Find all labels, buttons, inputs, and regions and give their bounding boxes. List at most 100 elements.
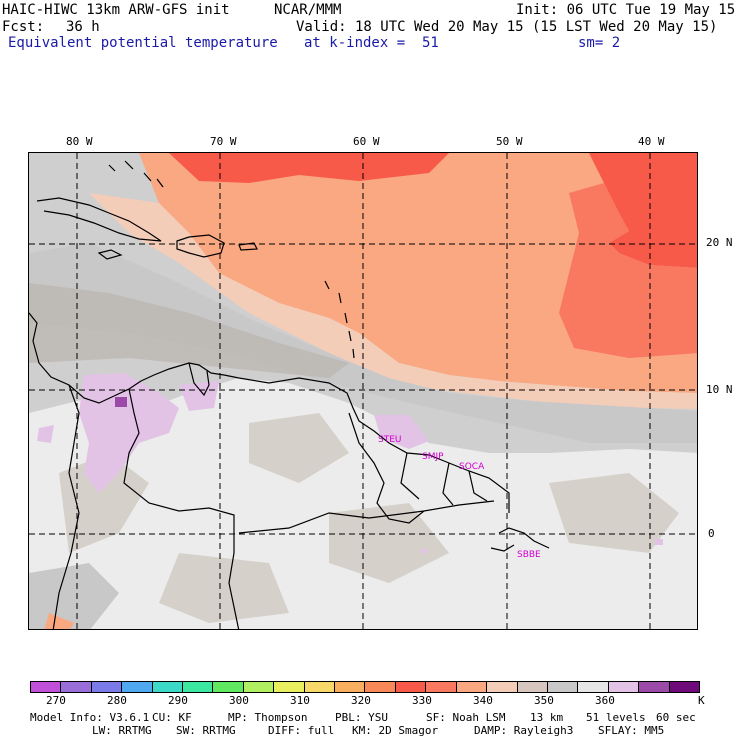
colorbar-swatch — [213, 682, 244, 692]
pbl-scheme: PBL: YSU — [335, 711, 388, 724]
hot-region-northwest — [169, 153, 449, 183]
surface-scheme: SF: Noah LSM — [426, 711, 506, 724]
purple-speck-2 — [655, 539, 663, 545]
field-name: Equivalent potential temperature — [8, 35, 278, 51]
colorbar-swatch — [426, 682, 457, 692]
colorbar-swatch — [183, 682, 214, 692]
colorbar-swatch — [487, 682, 518, 692]
shortwave-scheme: SW: RRTMG — [176, 724, 236, 737]
lat-label-10n: 10 N — [706, 383, 733, 396]
timestep: 60 sec — [656, 711, 696, 724]
smoothing-info: sm= 2 — [578, 35, 621, 51]
warm-region-light — [89, 193, 697, 409]
colorbar-label-330: 330 — [412, 694, 432, 707]
coast-hispaniola — [176, 234, 225, 258]
coast-puerto-rico — [238, 242, 258, 251]
colorbar-swatch — [122, 682, 153, 692]
coast-cuba — [36, 197, 162, 242]
station-sbbe: SBBE — [517, 550, 541, 560]
coast-south-america-west — [52, 384, 80, 629]
diffusion: DIFF: full — [268, 724, 335, 737]
colorbar-swatch — [61, 682, 92, 692]
colorbar-swatch — [456, 682, 488, 692]
grid-lines — [29, 153, 697, 629]
coast-bahamas — [108, 160, 164, 188]
colorbar-label-340: 340 — [473, 694, 493, 707]
longwave-scheme: LW: RRTMG — [92, 724, 152, 737]
forecast-label: Fcst: — [2, 19, 45, 35]
colorbar-swatch — [517, 682, 548, 692]
lat-label-20n: 20 N — [706, 236, 733, 249]
colorbar-swatch — [31, 682, 62, 692]
colorbar-swatch — [639, 682, 670, 692]
purple-area-1 — [79, 373, 179, 493]
border-brazil — [238, 500, 495, 534]
colorbar-label-350: 350 — [534, 694, 554, 707]
damping: DAMP: Rayleigh3 — [474, 724, 574, 737]
lon-label-60w: 60 W — [353, 135, 380, 148]
border-venezuela-guyana — [348, 412, 425, 524]
lat-label-0: 0 — [708, 527, 715, 540]
coast-central-america — [29, 312, 115, 404]
hot-region-east — [589, 153, 697, 268]
model-title: HAIC-HIWC 13km ARW-GFS init — [2, 2, 230, 18]
colorbar-swatch — [578, 682, 609, 692]
theta-e-map: STEU SMJP SOCA SBBE — [29, 153, 697, 629]
purple-area-4 — [37, 425, 54, 443]
colorbar-label-320: 320 — [351, 694, 371, 707]
colorbar-swatch — [152, 682, 184, 692]
coastlines — [29, 160, 550, 629]
lon-label-70w: 70 W — [210, 135, 237, 148]
colorbar-swatch — [91, 682, 123, 692]
station-soca: SOCA — [459, 462, 485, 472]
lon-label-40w: 40 W — [638, 135, 665, 148]
level-info: at k-index = 51 — [304, 35, 439, 51]
purple-core — [115, 397, 127, 407]
colorbar-label-290: 290 — [168, 694, 188, 707]
coast-amazon-delta — [490, 527, 550, 552]
forecast-hours: 36 h — [66, 19, 100, 35]
colorbar-unit: K — [698, 694, 705, 707]
purple-area-3 — [374, 415, 429, 449]
colorbar-swatch — [335, 682, 366, 692]
eddy-coefficient: KM: 2D Smagor — [352, 724, 439, 737]
colorbar-swatch — [608, 682, 640, 692]
microphysics: MP: Thompson — [228, 711, 308, 724]
coast-antilles — [324, 280, 355, 359]
border-colombia-venezuela — [123, 388, 240, 629]
colorbar-label-310: 310 — [290, 694, 310, 707]
border-guianas — [400, 452, 488, 506]
lon-label-80w: 80 W — [66, 135, 93, 148]
colorbar-label-270: 270 — [46, 694, 66, 707]
colorbar-label-280: 280 — [107, 694, 127, 707]
colorbar-swatch — [395, 682, 427, 692]
organization: NCAR/MMM — [274, 2, 342, 18]
colorbar-swatch — [547, 682, 579, 692]
colorbar-swatch — [669, 682, 699, 692]
coast-jamaica — [97, 249, 123, 260]
grid-resolution: 13 km — [530, 711, 564, 724]
colorbar-swatch — [365, 682, 396, 692]
station-steu: STEU — [378, 435, 401, 445]
colorbar-label-300: 300 — [229, 694, 249, 707]
cumulus-scheme: CU: KF — [152, 711, 192, 724]
southwest-warm — [44, 613, 74, 629]
vertical-levels: 51 levels — [586, 711, 646, 724]
purple-area-2 — [179, 381, 219, 411]
model-info: Model Info: V3.6.1 — [30, 711, 150, 724]
colorbar-swatch — [243, 682, 275, 692]
colorbar-swatch — [304, 682, 336, 692]
gray-band-dark — [29, 283, 349, 378]
gray-band-mid — [29, 243, 697, 443]
purple-speck-1 — [421, 549, 427, 553]
colorbar — [30, 681, 700, 693]
station-smjp: SMJP — [422, 452, 444, 462]
lon-label-50w: 50 W — [496, 135, 523, 148]
warm-region-north — [139, 153, 697, 393]
hot-region-east-outer — [559, 183, 697, 358]
map-panel: STEU SMJP SOCA SBBE — [28, 152, 698, 630]
valid-time: Valid: 18 UTC Wed 20 May 15 (15 LST Wed … — [296, 19, 718, 35]
init-time: Init: 06 UTC Tue 19 May 15 — [516, 2, 736, 18]
colorbar-label-360: 360 — [595, 694, 615, 707]
colorbar-swatch — [274, 682, 305, 692]
